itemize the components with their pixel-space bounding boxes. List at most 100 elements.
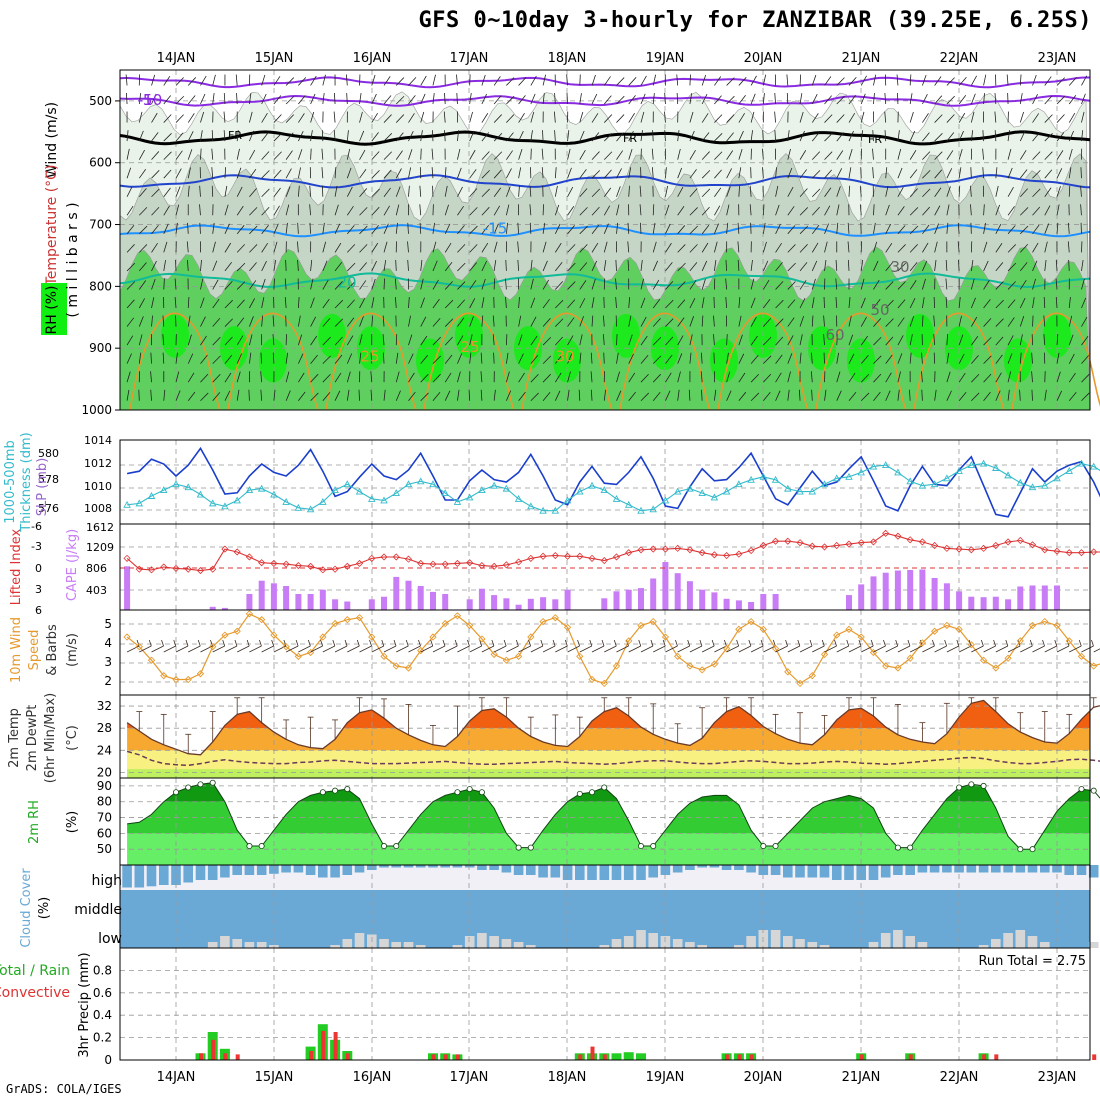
cape-bar bbox=[993, 597, 999, 610]
precip-label-convective: Convective bbox=[0, 985, 70, 1001]
temp-band-low bbox=[120, 769, 1090, 778]
surface-wind-barb bbox=[959, 646, 971, 652]
surface-wind-barb bbox=[922, 646, 934, 652]
cape-bar bbox=[871, 576, 877, 610]
top-day-label-16JAN: 16JAN bbox=[353, 51, 392, 66]
rh2m-point bbox=[1030, 847, 1035, 852]
surface-wind-barb-feather bbox=[223, 640, 225, 646]
contour-label: 50 bbox=[870, 301, 889, 319]
cloud-low-bar bbox=[465, 936, 475, 948]
cloud-high-bar bbox=[832, 865, 842, 880]
surface-wind-barb-feather bbox=[700, 640, 702, 646]
cloud-high-bar bbox=[587, 865, 597, 880]
surface-wind-barb-feather bbox=[614, 640, 616, 646]
bottom-day-label-21JAN: 21JAN bbox=[842, 1070, 881, 1085]
pressure-tick-500: 500 bbox=[89, 94, 112, 108]
bottom-day-label-17JAN: 17JAN bbox=[450, 1070, 489, 1085]
surface-wind-barb bbox=[360, 646, 372, 652]
surface-wind-barb bbox=[152, 646, 164, 652]
surface-wind-barb bbox=[702, 646, 714, 652]
top-day-label-19JAN: 19JAN bbox=[646, 51, 685, 66]
cape-bar bbox=[748, 602, 754, 610]
surface-wind-barb bbox=[1033, 646, 1045, 652]
wind-barb bbox=[751, 223, 752, 234]
lifted-tick: -3 bbox=[31, 540, 42, 553]
slp-label: SLP (mb) bbox=[35, 458, 50, 517]
cloud-low-bar bbox=[1003, 933, 1013, 948]
cloud-low-bar bbox=[379, 939, 389, 948]
surface-wind-barb-feather bbox=[1030, 640, 1032, 646]
cloud-low-bar bbox=[636, 930, 646, 948]
cloud-high-bar bbox=[783, 865, 793, 878]
cloud-low-bar bbox=[514, 942, 524, 948]
cloud-level-middle: middle bbox=[74, 902, 122, 918]
surface-wind-barb bbox=[555, 646, 567, 652]
cloud-low-bar bbox=[673, 939, 683, 948]
cloud-level-high: high bbox=[91, 873, 122, 889]
rh2m-point bbox=[895, 845, 900, 850]
wind-label-d: (m/s) bbox=[65, 633, 80, 667]
cape-bar bbox=[246, 594, 252, 610]
wind-barb bbox=[604, 353, 605, 364]
surface-wind-barb-feather bbox=[529, 640, 531, 646]
surface-wind-barb-feather bbox=[406, 640, 408, 646]
rh2m-unit: (%) bbox=[65, 811, 80, 834]
surface-wind-barb bbox=[164, 646, 176, 652]
precip-conv-bar bbox=[578, 1054, 582, 1060]
cloud-low-bar bbox=[648, 933, 658, 948]
rh2m-point bbox=[247, 843, 252, 848]
surface-wind-barb bbox=[127, 646, 139, 652]
cloud-low-bar bbox=[881, 933, 891, 948]
wind-barb bbox=[714, 353, 715, 364]
precip-tick-0.4: 0.4 bbox=[93, 1008, 112, 1022]
rh2m-tick-60: 60 bbox=[97, 826, 112, 840]
slp-tick-1012: 1012 bbox=[84, 457, 112, 470]
cloud-high-bar bbox=[1028, 865, 1038, 873]
pressure-tick-1000: 1000 bbox=[81, 403, 112, 417]
rh-shade-90 bbox=[906, 314, 934, 358]
surface-wind-barb bbox=[323, 646, 335, 652]
surface-wind-barb-feather bbox=[1006, 640, 1008, 646]
thickness-series bbox=[127, 453, 1100, 510]
wind-barb bbox=[543, 204, 544, 215]
precip-conv-bar bbox=[603, 1054, 607, 1060]
surface-wind-barb bbox=[176, 646, 188, 652]
precip-total-bar bbox=[624, 1052, 634, 1060]
cloud-high-bar bbox=[624, 865, 634, 880]
cape-bar bbox=[724, 599, 730, 610]
temp-label-b: 2m DewPt bbox=[25, 705, 40, 772]
cape-bar bbox=[540, 597, 546, 610]
wind-barb bbox=[971, 167, 972, 178]
rh2m-point bbox=[455, 790, 460, 795]
precip-conv-bar bbox=[432, 1054, 436, 1060]
cape-bar bbox=[381, 597, 387, 610]
pressure-tick-800: 800 bbox=[89, 279, 112, 293]
surface-wind-barb bbox=[580, 646, 592, 652]
cloud-high-bar bbox=[220, 865, 230, 878]
contour-label: FR bbox=[228, 129, 242, 142]
wind-barb bbox=[1081, 167, 1082, 178]
wind-barb bbox=[530, 223, 531, 234]
cape-bar bbox=[650, 579, 656, 611]
cloud-high-bar bbox=[196, 865, 206, 880]
rh2m-point bbox=[467, 786, 472, 791]
rh2m-point bbox=[761, 843, 766, 848]
cape-bar bbox=[528, 599, 534, 610]
cloud-low-bar bbox=[1016, 930, 1026, 948]
wind-barb bbox=[506, 334, 507, 345]
surface-wind-barb-feather bbox=[272, 640, 274, 646]
surface-wind-barb bbox=[604, 646, 616, 652]
temp-fill bbox=[120, 695, 1090, 778]
temp-label-d: (°C) bbox=[65, 725, 80, 751]
cloud-high-bar bbox=[1016, 865, 1026, 873]
cape-bar bbox=[687, 581, 693, 610]
precip-conv-bar bbox=[309, 1051, 313, 1060]
cape-bar bbox=[1054, 586, 1060, 611]
precip-tick-0.2: 0.2 bbox=[93, 1031, 112, 1045]
surface-wind-barb-feather bbox=[370, 640, 372, 646]
cloud-high-bar bbox=[942, 865, 952, 873]
cloud-low-bar bbox=[1040, 942, 1050, 948]
surface-wind-barb-feather bbox=[296, 640, 298, 646]
surface-wind-barb-feather bbox=[308, 640, 310, 646]
slp-tick-1008: 1008 bbox=[84, 502, 112, 515]
